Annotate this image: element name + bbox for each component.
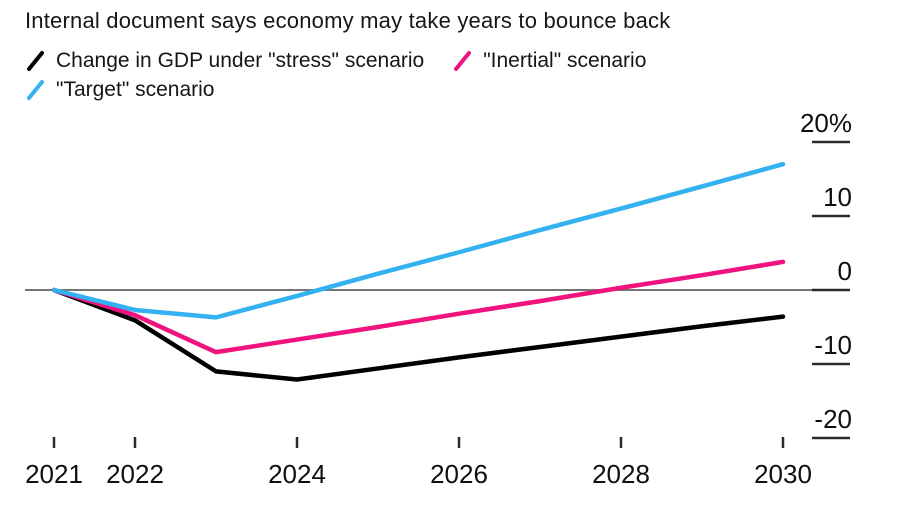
x-tick-label: 2022	[106, 459, 164, 489]
series-line-stress	[51, 287, 786, 382]
y-tick-label: 10	[823, 182, 852, 212]
chart-title: Internal document says economy may take …	[25, 8, 671, 33]
legend-item-target: "Target" scenario	[25, 78, 214, 102]
y-tick-label: 20%	[800, 108, 852, 138]
target-line-swatch-icon	[27, 79, 44, 100]
x-tick-label: 2028	[592, 459, 650, 489]
y-tick-label: 0	[838, 256, 852, 286]
legend-label-inertial: "Inertial" scenario	[483, 48, 647, 72]
inertial-line-swatch-icon	[454, 50, 472, 71]
legend: Change in GDP under "stress" scenario "I…	[25, 46, 805, 104]
series-line-target	[51, 161, 786, 320]
x-tick-label: 2030	[754, 459, 812, 489]
series-line-inertial	[51, 259, 786, 355]
y-tick-label: -20	[814, 404, 852, 434]
legend-row-2: "Target" scenario	[25, 75, 805, 104]
x-tick-label: 2021	[25, 459, 83, 489]
stress-line-swatch-icon	[27, 50, 44, 71]
legend-row-1: Change in GDP under "stress" scenario "I…	[25, 46, 805, 75]
legend-label-stress: Change in GDP under "stress" scenario	[56, 48, 425, 72]
legend-item-inertial: "Inertial" scenario	[452, 49, 646, 73]
y-tick-label: -10	[814, 330, 852, 360]
legend-item-stress: Change in GDP under "stress" scenario	[25, 49, 424, 73]
x-tick-label: 2026	[430, 459, 488, 489]
x-tick-label: 2024	[268, 459, 326, 489]
legend-label-target: "Target" scenario	[56, 77, 215, 101]
